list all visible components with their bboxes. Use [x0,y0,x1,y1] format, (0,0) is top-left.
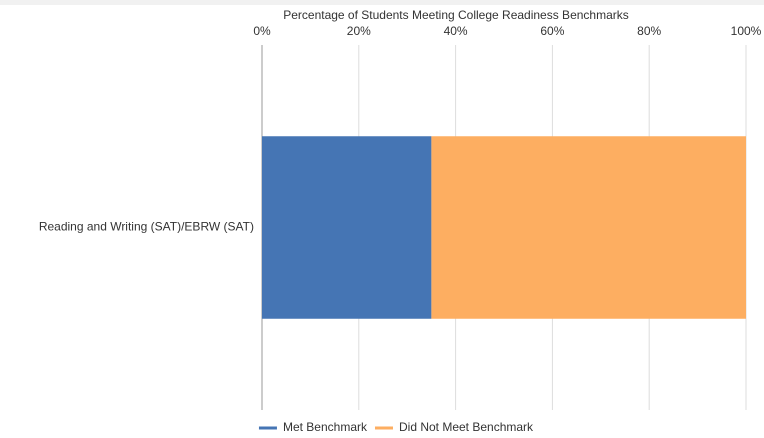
x-tick-label: 0% [253,24,271,38]
legend-label: Met Benchmark [283,420,368,434]
x-tick-label: 100% [731,24,762,38]
x-tick-label: 80% [637,24,661,38]
x-tick-label: 20% [347,24,371,38]
chart-title: Percentage of Students Meeting College R… [283,8,629,22]
legend-label: Did Not Meet Benchmark [399,420,534,434]
x-tick-label: 60% [540,24,564,38]
bar [262,136,432,319]
y-tick-label: Reading and Writing (SAT)/EBRW (SAT) [39,220,254,234]
top-strip [0,0,764,5]
x-tick-label: 40% [444,24,468,38]
bar [431,136,746,319]
